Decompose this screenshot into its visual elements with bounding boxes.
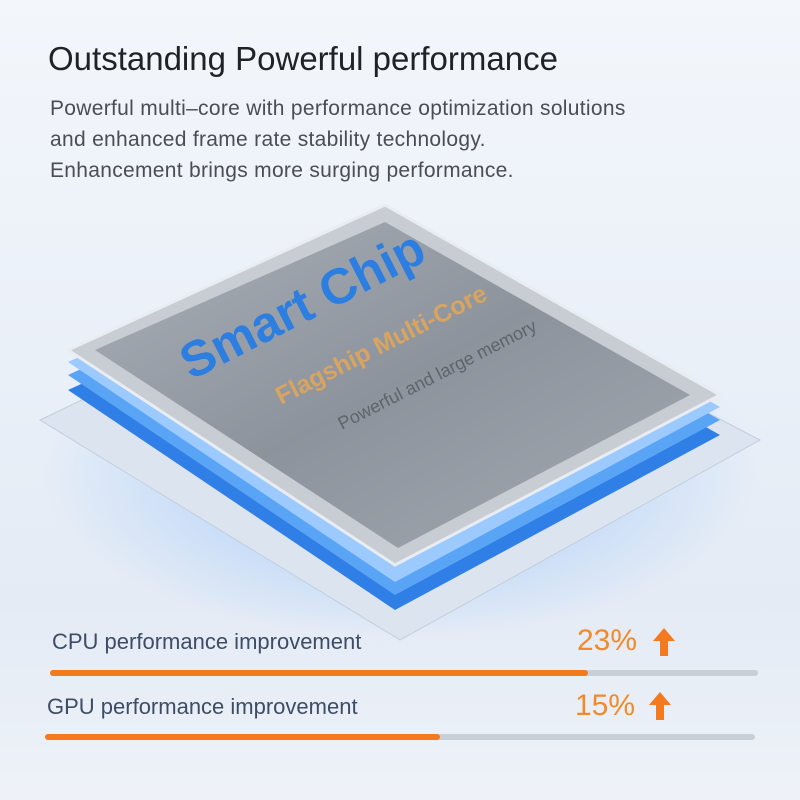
progress-fill	[45, 734, 440, 740]
stat-label: GPU performance improvement	[47, 694, 358, 719]
progress-fill	[50, 670, 588, 676]
stat-value: 23%	[577, 624, 638, 657]
description-line: Powerful multi–core with performance opt…	[50, 97, 626, 120]
up-arrow	[649, 692, 671, 720]
title: Outstanding Powerful performance	[48, 40, 558, 77]
up-arrow	[653, 628, 675, 656]
description-line: Enhancement brings more surging performa…	[50, 159, 514, 182]
description-line: and enhanced frame rate stability techno…	[50, 128, 486, 151]
stat-label: CPU performance improvement	[52, 629, 362, 654]
stat-value: 15%	[575, 689, 636, 722]
